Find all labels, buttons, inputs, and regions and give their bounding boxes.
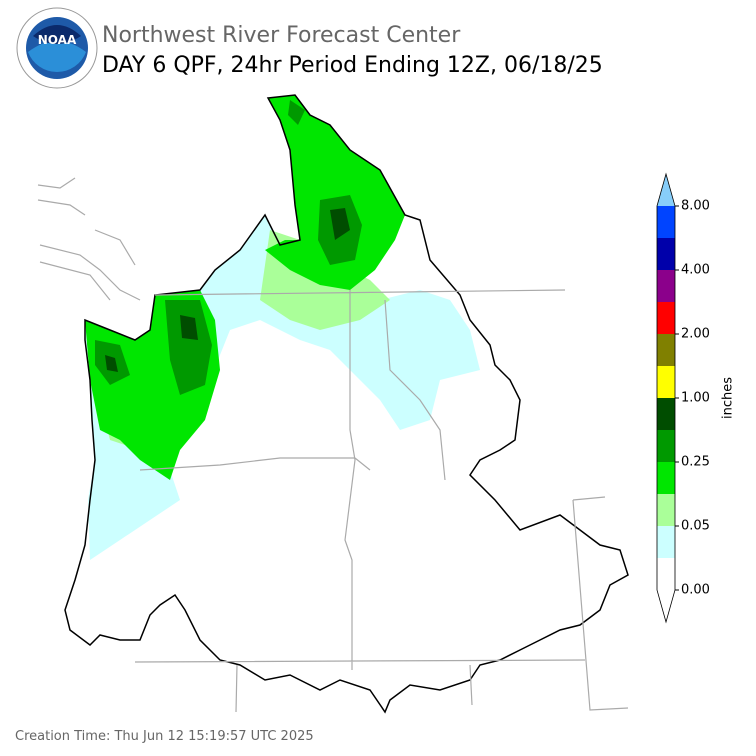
colorbar-segment — [657, 398, 675, 430]
colorbar-segment — [657, 430, 675, 462]
colorbar-tick-label: 0.05 — [681, 519, 710, 534]
colorbar-segment — [657, 526, 675, 558]
colorbar-tick-label: 0.00 — [681, 583, 710, 598]
colorbar-segment — [657, 270, 675, 302]
logo-text: NOAA — [38, 33, 77, 47]
creation-time: Creation Time: Thu Jun 12 15:19:57 UTC 2… — [15, 729, 314, 744]
colorbar-segment — [657, 462, 675, 494]
colorbar-segment — [657, 558, 675, 590]
colorbar-under — [657, 590, 675, 622]
colorbar-over — [657, 174, 675, 206]
subtitle: DAY 6 QPF, 24hr Period Ending 12Z, 06/18… — [102, 53, 603, 78]
colorbar-tick-label: 8.00 — [681, 199, 710, 214]
colorbar-segment — [657, 366, 675, 398]
map — [37, 94, 629, 714]
colorbar-tick-label: 1.00 — [681, 391, 710, 406]
colorbar-segment — [657, 238, 675, 270]
colorbar-segment — [657, 334, 675, 366]
colorbar-segment — [657, 206, 675, 238]
colorbar-segment — [657, 302, 675, 334]
colorbar-label: inches — [721, 377, 736, 419]
colorbar: inches 0.00 0.05 0.25 1.00 2.00 4.00 8.00 — [656, 172, 736, 624]
noaa-logo: NOAA — [16, 7, 98, 89]
colorbar-tick-label: 4.00 — [681, 263, 710, 278]
precip-area — [95, 100, 362, 395]
precip-areas — [85, 95, 480, 560]
precip-area — [85, 95, 405, 480]
precip-area — [100, 230, 390, 450]
colorbar-tick-label: 2.00 — [681, 327, 710, 342]
title: Northwest River Forecast Center — [102, 23, 461, 48]
colorbar-segment — [657, 494, 675, 526]
colorbar-tick-label: 0.25 — [681, 455, 710, 470]
